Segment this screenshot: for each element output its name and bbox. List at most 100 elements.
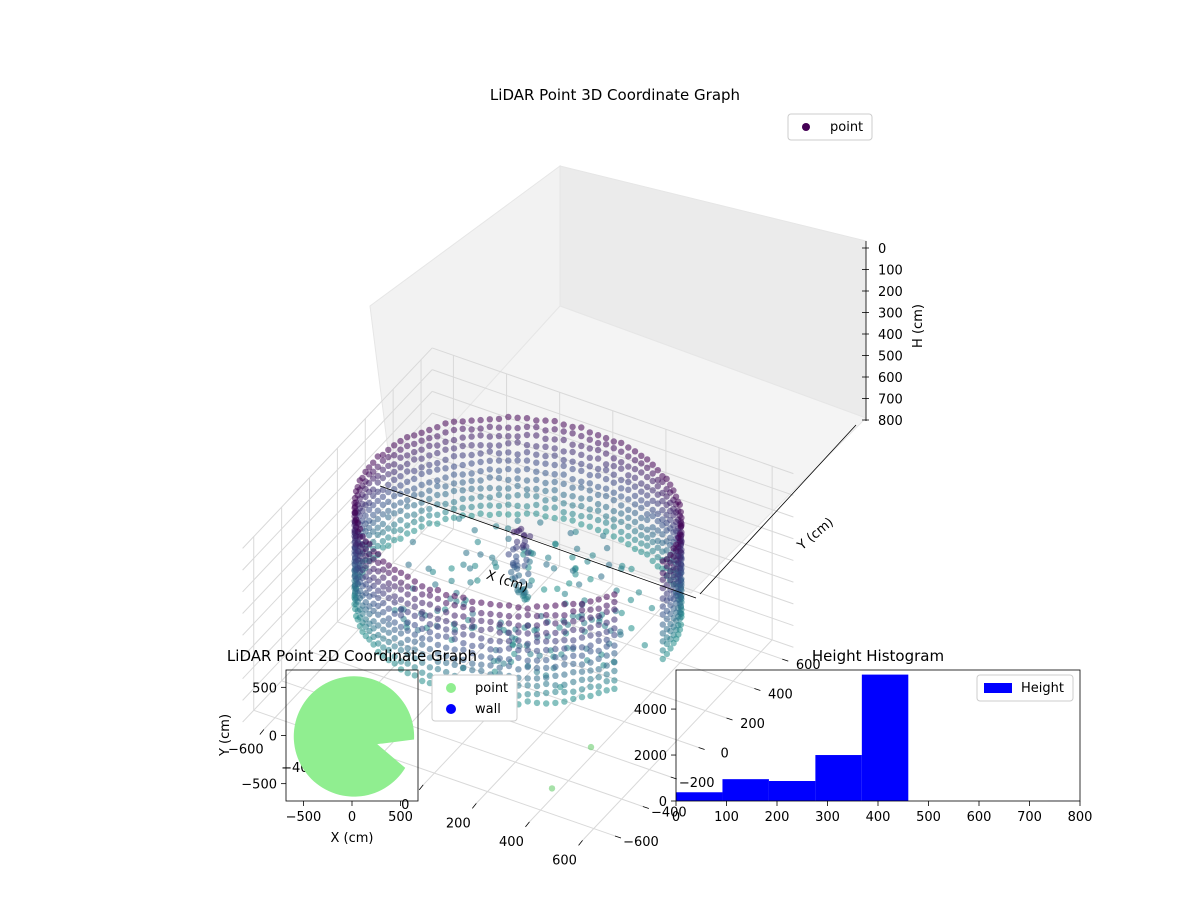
data-point [578,626,586,633]
y-tick [754,688,761,691]
data-point [451,646,458,653]
data-point [385,446,392,454]
data-point [603,671,610,678]
y-tick-label: −400 [651,805,687,820]
data-point [533,657,541,664]
data-point [391,502,398,509]
data-point [551,471,558,478]
data-point [594,472,602,479]
data-point [524,549,531,556]
data-point [586,523,593,530]
data-point [374,497,381,505]
data-point [569,430,576,437]
data-point [477,551,484,558]
data-point [380,583,387,590]
data-point [570,608,577,615]
data-point [418,515,425,523]
data-point [560,509,567,516]
data-point [385,481,392,489]
data-point [374,463,381,470]
data-point [426,612,434,619]
data-point [543,674,550,681]
data-point [618,565,625,572]
data-point [354,547,361,555]
data-point [385,656,392,664]
data-point [560,515,567,522]
data-point [561,681,568,688]
data-point [380,626,387,633]
data-point [443,591,450,599]
data-point [426,426,433,434]
data-point [618,609,625,617]
data-point [524,657,531,664]
data-point [570,644,577,651]
x-tick-label: 400 [866,810,891,825]
data-point [380,652,387,659]
data-point [397,646,405,654]
data-point [375,622,382,629]
data-point [649,487,656,494]
data-point [411,578,418,585]
data-point [404,478,411,485]
data-point [552,654,559,661]
data-point [418,507,425,514]
data-point [659,611,666,618]
data-point [505,602,513,609]
data-point [602,503,610,511]
data-point [570,678,577,686]
data-point [649,477,656,485]
data-point [468,495,475,502]
data-point [391,442,398,449]
data-point [404,460,411,468]
data-point [397,464,404,471]
data-point [469,650,476,657]
data-point [460,646,467,654]
data-point [419,615,426,622]
data-point [380,599,387,607]
data-point [459,434,466,441]
data-point [505,629,513,636]
data-point [625,486,632,493]
data-point [638,514,645,522]
data-point [587,614,594,621]
data-point [411,631,418,638]
data-point [459,425,466,432]
data-point [448,565,455,572]
data-point [578,432,585,440]
data-point [397,612,405,619]
data-point [469,666,476,674]
data-point [505,620,513,627]
y-tick-label: −600 [623,835,659,850]
data-point [587,598,594,605]
data-point [375,631,382,639]
data-point [370,625,377,632]
data-point [459,495,466,503]
data-point [595,605,602,612]
data-point [460,640,467,647]
point-cloud-3d [351,413,685,792]
data-point [451,655,458,662]
data-point [434,665,442,673]
data-point [560,462,567,470]
data-point [533,432,540,439]
data-point [426,479,433,486]
data-point [487,654,494,661]
data-point [397,666,405,673]
data-point [397,535,404,542]
data-point [663,615,671,623]
data-point [586,487,593,494]
data-point [487,610,494,618]
data-point [618,476,625,484]
data-point [578,495,585,502]
data-point [370,475,377,482]
data-point [644,500,651,507]
data-point [586,471,593,479]
x-tick-label: 600 [967,810,992,825]
data-point [505,424,512,431]
data-point [586,495,593,503]
data-point [486,416,493,423]
grid-line [242,499,433,701]
data-point [533,638,541,645]
x-axis-label-2d: X (cm) [331,831,374,846]
